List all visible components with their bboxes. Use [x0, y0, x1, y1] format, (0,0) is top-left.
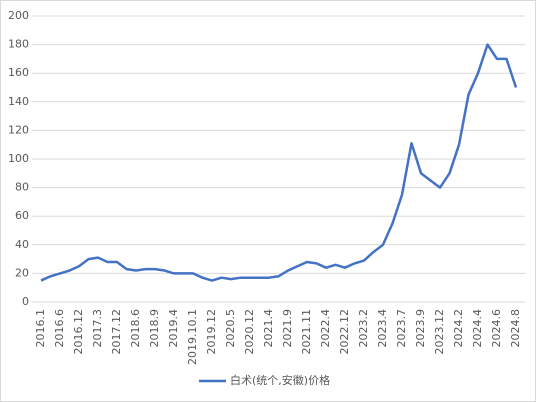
x-tick-label: 2017.3 [91, 309, 104, 348]
x-tick-label: 2023.4 [376, 309, 389, 348]
x-tick-label: 2023.7 [395, 309, 408, 348]
y-tick-label: 180 [8, 38, 29, 51]
y-tick-label: 60 [15, 209, 29, 222]
y-tick-label: 40 [15, 238, 29, 251]
legend-label: 白术(统个,安徽)价格 [230, 373, 330, 387]
x-tick-label: 2022.12 [338, 309, 351, 355]
x-tick-label: 2021.11 [300, 309, 313, 355]
x-tick-label: 2020.12 [243, 309, 256, 355]
x-tick-label: 2016.1 [34, 309, 47, 348]
x-tick-label: 2019.10.1 [186, 309, 199, 365]
x-tick-label: 2016.12 [72, 309, 85, 355]
x-tick-label: 2016.6 [53, 309, 66, 348]
x-tick-label: 2023.2 [357, 309, 370, 348]
y-tick-label: 120 [8, 123, 29, 136]
y-tick-label: 100 [8, 152, 29, 165]
y-tick-label: 160 [8, 66, 29, 79]
y-tick-label: 0 [22, 295, 29, 308]
x-tick-label: 2019.4 [167, 309, 180, 348]
x-tick-label: 2021.9 [281, 309, 294, 348]
x-tick-label: 2019.12 [205, 309, 218, 355]
x-tick-label: 2022.4 [319, 309, 332, 348]
x-tick-label: 2018.6 [129, 309, 142, 348]
x-tick-label: 2024.2 [452, 309, 465, 348]
x-tick-label: 2023.12 [433, 309, 446, 355]
x-tick-label: 2018.9 [148, 309, 161, 348]
y-tick-label: 20 [15, 266, 29, 279]
x-tick-label: 2023.9 [414, 309, 427, 348]
x-tick-label: 2024.6 [490, 309, 503, 348]
y-tick-label: 200 [8, 9, 29, 22]
y-tick-label: 80 [15, 181, 29, 194]
x-tick-label: 2021.4 [262, 309, 275, 348]
x-tick-label: 2024.8 [509, 309, 522, 348]
data-line [40, 43, 518, 282]
x-tick-label: 2020.5 [224, 309, 237, 348]
y-tick-label: 140 [8, 95, 29, 108]
x-tick-label: 2017.12 [110, 309, 123, 355]
x-tick-label: 2024.4 [471, 309, 484, 348]
